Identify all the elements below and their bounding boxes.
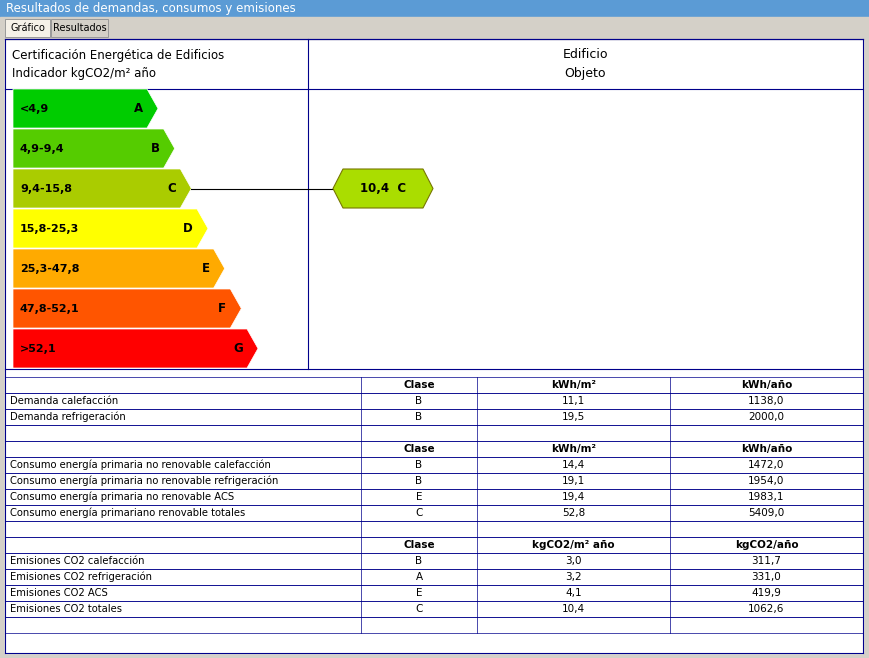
Text: A: A xyxy=(134,102,143,115)
Bar xyxy=(0,17,869,39)
Text: G: G xyxy=(233,342,242,355)
Text: kWh/año: kWh/año xyxy=(740,444,792,454)
Text: 10,4  C: 10,4 C xyxy=(360,182,406,195)
Text: A: A xyxy=(415,572,422,582)
Text: Demanda calefacción: Demanda calefacción xyxy=(10,396,118,406)
Text: 19,1: 19,1 xyxy=(561,476,584,486)
Text: 1954,0: 1954,0 xyxy=(747,476,784,486)
Text: 47,8-52,1: 47,8-52,1 xyxy=(20,303,80,313)
Text: 10,4: 10,4 xyxy=(561,604,584,614)
Text: C: C xyxy=(168,182,176,195)
Text: Clase: Clase xyxy=(402,380,434,390)
Text: 4,1: 4,1 xyxy=(565,588,581,598)
Text: Clase: Clase xyxy=(402,444,434,454)
Text: E: E xyxy=(415,588,421,598)
Text: 5409,0: 5409,0 xyxy=(747,508,784,518)
Text: <4,9: <4,9 xyxy=(20,103,50,113)
Text: F: F xyxy=(218,302,226,315)
Text: 11,1: 11,1 xyxy=(561,396,584,406)
Text: Certificación Energética de Edificios: Certificación Energética de Edificios xyxy=(12,49,224,61)
Polygon shape xyxy=(13,209,208,248)
Text: B: B xyxy=(150,142,160,155)
Text: 2000,0: 2000,0 xyxy=(747,412,784,422)
Text: B: B xyxy=(415,460,422,470)
Text: Demanda refrigeración: Demanda refrigeración xyxy=(10,412,126,422)
Text: Indicador kgCO2/m² año: Indicador kgCO2/m² año xyxy=(12,66,156,80)
Text: 15,8-25,3: 15,8-25,3 xyxy=(20,224,79,234)
Text: 14,4: 14,4 xyxy=(561,460,584,470)
Text: kWh/m²: kWh/m² xyxy=(550,444,595,454)
Text: B: B xyxy=(415,476,422,486)
Text: Resultados: Resultados xyxy=(53,23,106,33)
Text: D: D xyxy=(183,222,193,235)
Text: 419,9: 419,9 xyxy=(751,588,780,598)
Text: 1472,0: 1472,0 xyxy=(747,460,784,470)
Text: >52,1: >52,1 xyxy=(20,343,56,353)
Text: Emisiones CO2 refrigeración: Emisiones CO2 refrigeración xyxy=(10,572,152,582)
Polygon shape xyxy=(13,289,241,328)
Text: 3,2: 3,2 xyxy=(565,572,581,582)
Text: 4,9-9,4: 4,9-9,4 xyxy=(20,143,64,153)
Text: Objeto: Objeto xyxy=(564,66,606,80)
Text: Clase: Clase xyxy=(402,540,434,550)
Text: Emisiones CO2 calefacción: Emisiones CO2 calefacción xyxy=(10,556,144,566)
Text: Emisiones CO2 totales: Emisiones CO2 totales xyxy=(10,604,122,614)
Text: Gráfico: Gráfico xyxy=(10,23,45,33)
Text: Consumo energía primaria no renovable calefacción: Consumo energía primaria no renovable ca… xyxy=(10,460,270,470)
Text: 1138,0: 1138,0 xyxy=(747,396,784,406)
Text: B: B xyxy=(415,396,422,406)
FancyBboxPatch shape xyxy=(5,19,50,37)
Polygon shape xyxy=(13,329,258,368)
Text: B: B xyxy=(415,556,422,566)
Text: C: C xyxy=(415,604,422,614)
Text: 9,4-15,8: 9,4-15,8 xyxy=(20,184,72,193)
Text: Consumo energía primariano renovable totales: Consumo energía primariano renovable tot… xyxy=(10,508,245,519)
Text: E: E xyxy=(202,262,209,275)
Text: 1983,1: 1983,1 xyxy=(747,492,784,502)
Polygon shape xyxy=(13,249,224,288)
Text: B: B xyxy=(415,412,422,422)
Text: Edificio: Edificio xyxy=(562,49,607,61)
Text: kgCO2/m² año: kgCO2/m² año xyxy=(532,540,614,550)
Text: 25,3-47,8: 25,3-47,8 xyxy=(20,263,79,274)
Text: Emisiones CO2 ACS: Emisiones CO2 ACS xyxy=(10,588,108,598)
Text: C: C xyxy=(415,508,422,518)
Polygon shape xyxy=(13,129,175,168)
Text: Consumo energía primaria no renovable ACS: Consumo energía primaria no renovable AC… xyxy=(10,492,234,502)
Text: 19,5: 19,5 xyxy=(561,412,584,422)
Text: E: E xyxy=(415,492,421,502)
Text: 1062,6: 1062,6 xyxy=(747,604,784,614)
Text: 52,8: 52,8 xyxy=(561,508,584,518)
Polygon shape xyxy=(13,89,158,128)
Text: 3,0: 3,0 xyxy=(565,556,581,566)
Polygon shape xyxy=(333,169,433,208)
Text: 331,0: 331,0 xyxy=(751,572,780,582)
Text: kgCO2/año: kgCO2/año xyxy=(733,540,798,550)
Text: Consumo energía primaria no renovable refrigeración: Consumo energía primaria no renovable re… xyxy=(10,476,278,486)
Text: 19,4: 19,4 xyxy=(561,492,584,502)
FancyBboxPatch shape xyxy=(51,19,108,37)
Bar xyxy=(0,0,869,17)
Text: kWh/m²: kWh/m² xyxy=(550,380,595,390)
Text: kWh/año: kWh/año xyxy=(740,380,792,390)
Text: Resultados de demandas, consumos y emisiones: Resultados de demandas, consumos y emisi… xyxy=(6,2,295,15)
Polygon shape xyxy=(13,169,191,208)
Text: 311,7: 311,7 xyxy=(751,556,780,566)
